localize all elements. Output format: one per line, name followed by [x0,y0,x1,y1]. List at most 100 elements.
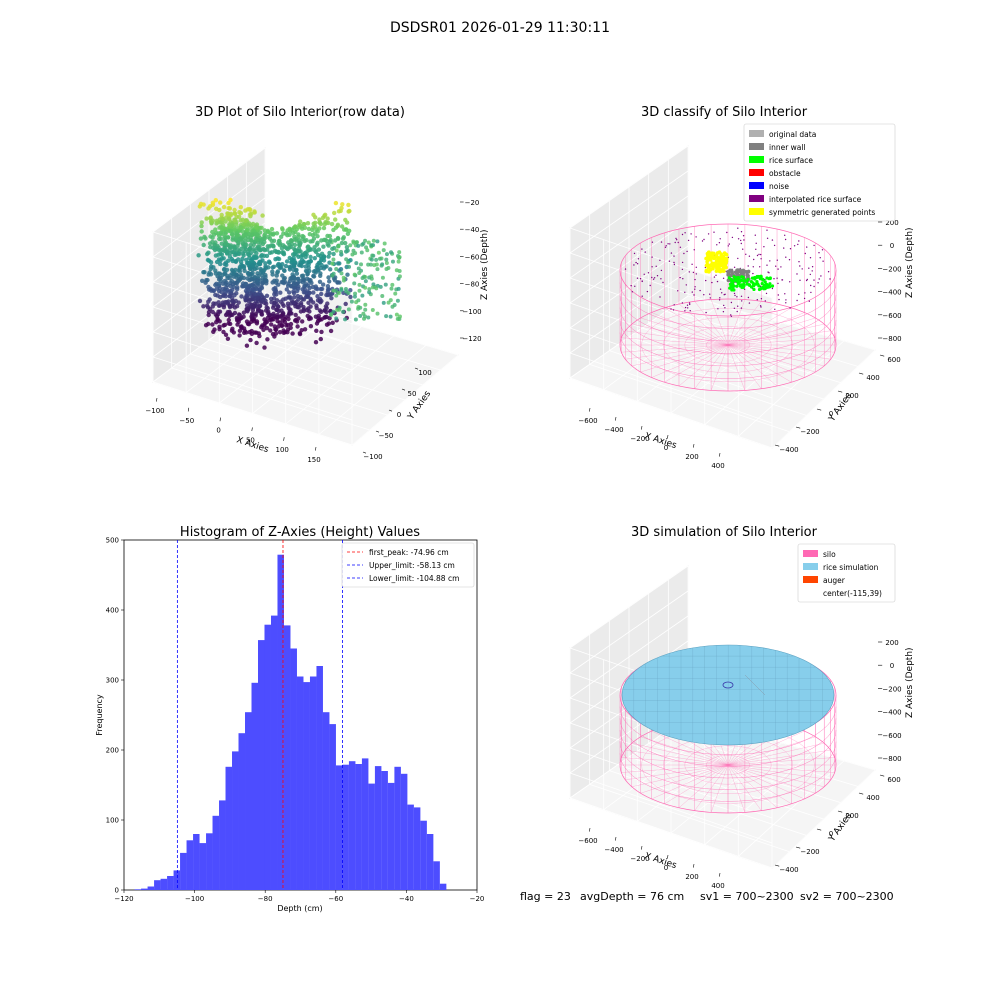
classify-3d-legend: original data inner wall rice surface obsta… [743,123,896,222]
silo-floor-spoke [625,749,729,766]
figure-suptitle: DSDSR01 2026-01-29 11:30:11 [390,20,610,36]
raw-point [298,219,303,224]
raw-point [243,246,248,252]
raw-point [359,250,364,255]
raw-point [207,241,213,246]
legend-swatch [803,550,818,557]
raw-x-tick-label: 50 [246,436,255,444]
raw-point [334,316,339,321]
raw-point [283,263,289,269]
raw-point [375,239,380,244]
raw-point [233,267,238,273]
raw-point [234,252,239,257]
cls-x-tick-label: −400 [604,426,623,434]
rice-surface-point [760,281,764,286]
raw-point [308,239,313,244]
cls-x-tick-label: 400 [711,462,724,470]
raw-point [295,302,300,308]
raw-point [285,233,290,238]
raw-point [232,207,237,213]
raw-y-tick-label: 0 [397,411,401,419]
raw-point [335,261,341,266]
raw-point [330,320,335,325]
raw-point [339,249,344,254]
raw-point [341,309,346,314]
raw-point [297,223,303,228]
interpolated-point [753,258,755,261]
interpolated-point [780,266,782,268]
interpolated-point [679,246,682,248]
raw-point [349,299,354,304]
raw-point [264,319,270,325]
raw-point [333,217,338,222]
histogram-bar [212,815,220,890]
histogram-bar [180,852,187,890]
raw-point [294,252,299,257]
raw-point [352,281,357,286]
histogram-bar [251,682,258,890]
raw-point [274,307,279,312]
symmetric-point [714,269,719,273]
sim-x-tick-mark [719,872,721,877]
raw-point [339,271,344,276]
silo-floor-spoke [727,307,792,346]
simulation-3d-rice-surface [621,644,835,746]
interpolated-point [817,282,819,284]
silo-floor-spoke [727,303,778,346]
raw-point [295,293,300,299]
silo-floor-spoke [625,344,729,360]
cls-z-tick-label: 0 [890,242,894,250]
raw-point [271,305,276,310]
raw-point [226,317,231,323]
raw-point [375,311,380,316]
raw-point [305,221,311,226]
raw-point [388,314,393,319]
symmetric-point [716,256,721,260]
interpolated-point [740,295,743,297]
raw-point [397,255,402,260]
interpolated-point [691,263,693,265]
raw-point [291,262,297,267]
interpolated-point [639,278,642,280]
silo-floor-spoke [631,323,729,346]
raw-point [241,221,246,227]
raw-point [269,322,274,327]
raw-point [321,225,327,231]
interpolated-point [810,291,812,294]
rice-surface [621,644,835,746]
raw-point [336,291,341,296]
interpolated-point [776,277,778,279]
raw-point [326,254,331,259]
interpolated-point [665,245,667,247]
interpolated-point [809,257,812,259]
silo-floor-spoke [625,330,729,346]
raw-point [222,261,227,267]
symmetric-point [712,261,717,266]
interpolated-point [662,281,664,284]
raw-point [216,277,222,282]
legend-swatch [803,563,818,570]
interpolated-point [745,253,747,255]
raw-point [336,244,341,249]
rice-surface-point [739,278,744,283]
raw-point [238,259,244,265]
raw-point [238,276,243,282]
rice-surface-point [763,280,767,284]
raw-point [317,226,322,231]
raw-point [281,268,287,273]
raw-point [293,317,299,323]
raw-point [319,291,324,297]
raw-point [260,213,265,218]
raw-x-tick-mark [219,417,221,422]
legend-label: symmetric generated points [769,208,875,217]
raw-point [255,278,261,283]
interpolated-point [740,239,742,242]
raw-point [317,308,323,313]
rice-surface-point [752,287,756,292]
raw-point [295,324,300,329]
interpolated-point [681,268,684,271]
interpolated-point [675,237,677,240]
rice-surface-point [765,285,769,289]
raw-point [262,235,267,240]
interpolated-point [784,234,786,236]
